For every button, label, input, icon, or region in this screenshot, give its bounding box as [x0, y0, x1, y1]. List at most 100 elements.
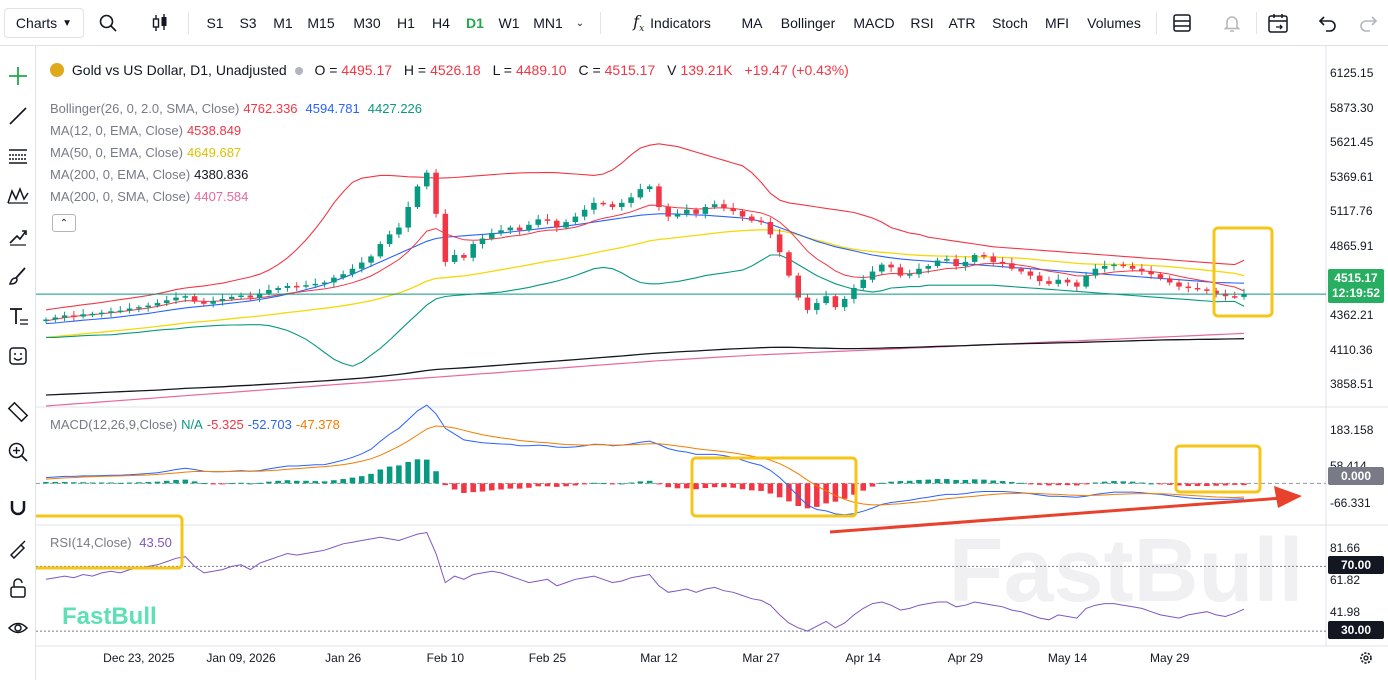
indicator-shortcut-atr[interactable]: ATR [948, 15, 976, 31]
rsi-axis-label: 41.98 [1330, 604, 1361, 619]
macd-histogram-bar [1036, 483, 1043, 485]
redo-button[interactable] [1354, 8, 1382, 38]
text-icon [10, 308, 28, 325]
indicator-shortcut-bollinger[interactable]: Bollinger [780, 15, 836, 31]
alert-button[interactable] [1218, 8, 1246, 38]
macd-histogram-bar [1120, 481, 1127, 484]
candle-body [814, 303, 820, 310]
candle-body [163, 300, 170, 304]
indicator-shortcut-volumes[interactable]: Volumes [1087, 15, 1141, 31]
visibility-tool[interactable] [4, 614, 32, 642]
lock-tool[interactable] [4, 574, 32, 602]
fibonacci-icon [9, 149, 27, 164]
candle-body [1241, 294, 1247, 297]
indicator-shortcut-stoch[interactable]: Stoch [992, 15, 1028, 31]
candle-body [405, 206, 411, 228]
candle-body [201, 301, 207, 304]
timeframe-w1[interactable]: W1 [498, 15, 520, 31]
emoji-tool[interactable] [4, 342, 32, 370]
timeframe-s3[interactable]: S3 [239, 15, 257, 31]
macd-histogram-bar [999, 481, 1006, 484]
candle-body [349, 268, 356, 275]
indicator-label: MA(200, 0, EMA, Close) [50, 167, 191, 182]
macd-histogram-bar [498, 483, 504, 490]
erase-tool[interactable] [4, 534, 32, 562]
macd-histogram-bar [210, 483, 216, 485]
timeframe-h1[interactable]: H1 [397, 15, 415, 31]
symbol-search-button[interactable] [94, 8, 122, 38]
calendar-button[interactable] [1264, 8, 1292, 38]
macd-histogram-bar [1055, 483, 1062, 486]
macd-histogram-bar [368, 473, 374, 484]
candle-body [656, 186, 662, 207]
macd-histogram-bar [126, 482, 133, 484]
brush-tool[interactable] [4, 262, 32, 290]
price-axis-label: 5621.45 [1330, 135, 1374, 150]
rsi-label: RSI(14,Close) [50, 535, 132, 550]
gear-icon [1360, 652, 1372, 664]
timeframe-m15[interactable]: M15 [307, 15, 335, 31]
sma200-line [45, 332, 1245, 407]
indicator-value: 4649.687 [186, 145, 242, 160]
candle-body [1176, 282, 1182, 287]
collapse-legend-button[interactable]: ⌃ [52, 214, 76, 232]
macd-histogram-bar [721, 483, 727, 488]
undo-button[interactable] [1314, 8, 1342, 38]
indicator-value: 4380.836 [194, 167, 249, 182]
magnet-tool[interactable] [4, 494, 32, 522]
macd-histogram-bar [934, 479, 941, 484]
crosshair-tool[interactable] [4, 62, 32, 90]
macd-histogram-bar [331, 480, 337, 484]
macd-histogram-bar [284, 480, 291, 484]
ruler-tool[interactable] [4, 398, 32, 426]
macd-histogram-bar [293, 480, 300, 484]
indicator-shortcut-ma[interactable]: MA [741, 15, 763, 31]
price-axis-label: 4362.21 [1330, 308, 1374, 323]
macd-histogram-bar [136, 482, 142, 484]
timeframe-m1[interactable]: M1 [273, 15, 293, 31]
trend-arrow-line [829, 496, 1283, 534]
timeframe-h4[interactable]: H4 [432, 15, 450, 31]
ema50-line [45, 229, 1245, 339]
macd-histogram-bar [1204, 483, 1210, 487]
candle-body [368, 256, 374, 263]
charts-menu-button[interactable]: Charts ▼ [4, 8, 84, 38]
indicators-button[interactable]: fx Indicators [620, 8, 724, 38]
indicator-shortcut-macd[interactable]: MACD [853, 15, 895, 31]
indicator-shortcut-rsi[interactable]: RSI [910, 15, 934, 31]
trend-line-tool[interactable] [4, 102, 32, 130]
chart-type-button[interactable] [146, 8, 174, 38]
fib-tool[interactable] [4, 142, 32, 170]
candle-body [628, 197, 634, 203]
timeframe-mn1[interactable]: MN1 [533, 15, 563, 31]
macd-histogram-bar [879, 482, 885, 484]
macd-histogram-bar [674, 483, 681, 489]
candle-body [377, 244, 384, 257]
macd-histogram-bar [646, 480, 653, 484]
candle-body [442, 213, 449, 262]
chart-canvas[interactable]: FastBull FastBull [36, 46, 1388, 680]
highlight-box-macd-recent [1174, 444, 1262, 494]
timeframe-d1[interactable]: D1 [466, 15, 484, 31]
text-tool[interactable] [4, 302, 32, 330]
pattern-tool[interactable] [4, 182, 32, 210]
candle-body [182, 296, 189, 298]
layout-button[interactable] [1168, 8, 1196, 38]
pattern-icon [7, 186, 29, 204]
timeframe-m30[interactable]: M30 [353, 15, 381, 31]
prediction-tool[interactable] [4, 222, 32, 250]
timeframe-s1[interactable]: S1 [206, 15, 224, 31]
candle-body [275, 287, 281, 291]
toolbar-separator [1256, 12, 1257, 34]
zoom-tool[interactable] [4, 438, 32, 466]
chevron-down-icon: ▼ [62, 17, 73, 29]
macd-histogram-bar [1166, 483, 1173, 485]
candle-body [507, 227, 514, 231]
indicator-shortcut-mfi[interactable]: MFI [1044, 15, 1070, 31]
settings-button[interactable] [1358, 650, 1376, 668]
candle-body [1204, 289, 1210, 291]
macd-histogram-bar [154, 481, 161, 484]
macd-histogram-bar [823, 483, 829, 504]
timeframe-more-button[interactable]: ⌄ [572, 8, 588, 38]
